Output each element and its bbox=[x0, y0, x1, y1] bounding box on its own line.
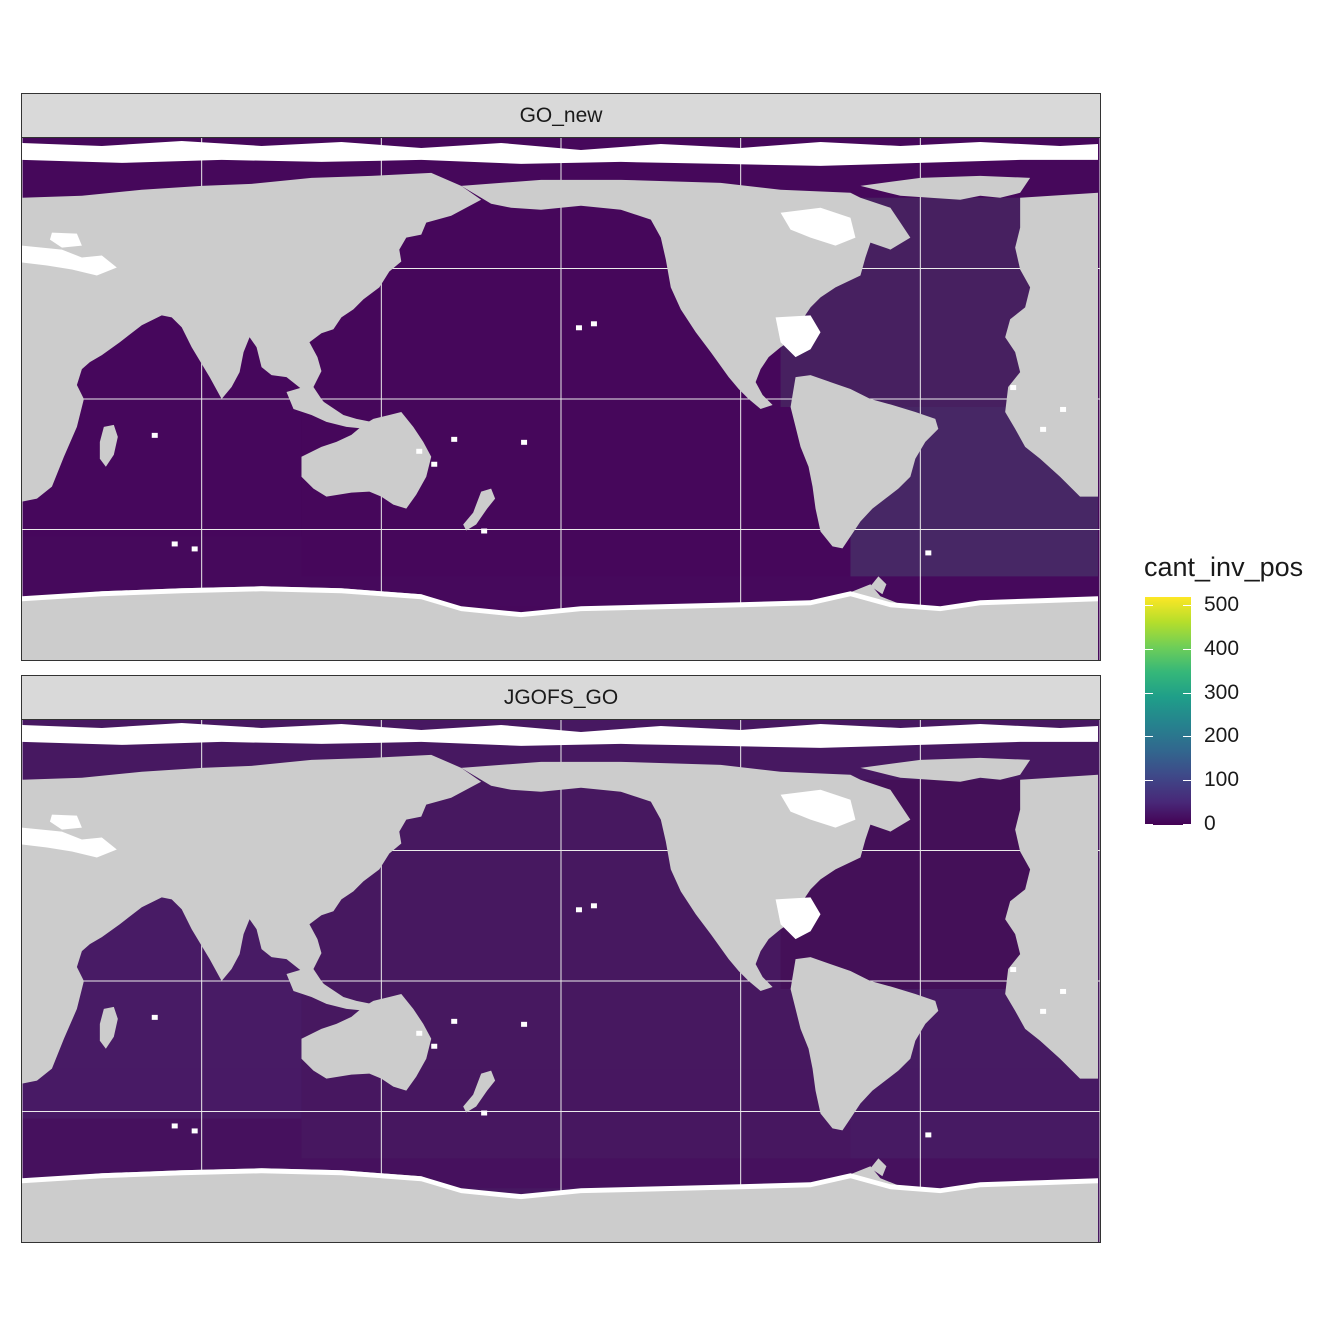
small-island bbox=[431, 1043, 438, 1049]
legend-tick-label: 400 bbox=[1204, 636, 1240, 660]
ice-arctic-1 bbox=[22, 722, 1099, 748]
ice-hudson bbox=[780, 789, 856, 828]
legend-tick-label: 100 bbox=[1204, 768, 1240, 792]
facet-strip-label: GO_new bbox=[21, 93, 1101, 138]
small-island bbox=[151, 1014, 158, 1020]
land-maritime-continent bbox=[286, 969, 372, 1011]
land-west-atlantic-side bbox=[1005, 774, 1099, 1079]
map-panel-jgofs-go bbox=[21, 719, 1101, 1243]
small-island bbox=[481, 528, 488, 534]
small-island bbox=[1040, 1008, 1047, 1014]
small-island bbox=[191, 1128, 198, 1134]
small-island bbox=[481, 1110, 488, 1116]
land-madagascar bbox=[99, 1006, 118, 1049]
map-svg-go-new bbox=[22, 138, 1100, 660]
small-island bbox=[1060, 988, 1067, 994]
colorbar bbox=[1145, 597, 1191, 825]
small-island bbox=[925, 550, 932, 556]
land-new-zealand bbox=[463, 488, 496, 531]
land-antarctic-peninsula bbox=[870, 576, 887, 595]
land-australia bbox=[301, 993, 432, 1091]
legend-tick-mark bbox=[1145, 648, 1153, 650]
small-island bbox=[575, 325, 582, 331]
small-island bbox=[1010, 385, 1017, 391]
small-island bbox=[451, 1018, 458, 1024]
land-australia bbox=[301, 411, 432, 509]
small-island bbox=[590, 321, 597, 327]
legend-tick-mark bbox=[1183, 824, 1191, 825]
ice-south-ocean-rim bbox=[22, 1168, 1099, 1200]
legend-tick-mark bbox=[1145, 692, 1153, 694]
land-south-america bbox=[790, 375, 939, 549]
legend-tick-mark bbox=[1183, 648, 1191, 650]
small-island bbox=[1010, 967, 1017, 973]
legend-tick-mark bbox=[1145, 824, 1153, 825]
small-island bbox=[1060, 406, 1067, 412]
land-greenland bbox=[860, 757, 1031, 782]
land-antarctica bbox=[22, 584, 1099, 660]
legend-tick-mark bbox=[1145, 605, 1153, 606]
ice-black-sea bbox=[49, 814, 82, 830]
ice-caribbean bbox=[775, 315, 821, 358]
legend-title: cant_inv_pos bbox=[1144, 552, 1304, 582]
ice-mediterranean bbox=[22, 245, 117, 276]
legend-tick-mark bbox=[1145, 736, 1153, 738]
land-new-zealand bbox=[463, 1070, 496, 1113]
small-island bbox=[416, 448, 423, 454]
land-north-america bbox=[461, 179, 911, 409]
ice-hudson bbox=[780, 207, 856, 246]
map-panel-go-new bbox=[21, 137, 1101, 661]
small-island bbox=[575, 907, 582, 913]
land-madagascar bbox=[99, 424, 118, 467]
legend-tick-label: 0 bbox=[1204, 812, 1216, 835]
ice-mediterranean bbox=[22, 827, 117, 858]
small-island bbox=[416, 1030, 423, 1036]
small-island bbox=[151, 432, 158, 438]
small-island bbox=[451, 436, 458, 442]
colorbar-legend: cant_inv_pos 500 400 300 200 100 0 bbox=[1144, 552, 1334, 852]
land-antarctica bbox=[22, 1166, 1099, 1242]
land-antarctic-peninsula bbox=[870, 1158, 887, 1177]
legend-tick-mark bbox=[1183, 736, 1191, 738]
land-north-eurasia bbox=[22, 172, 482, 502]
land-west-atlantic-side bbox=[1005, 192, 1099, 497]
land-north-america bbox=[461, 761, 911, 991]
legend-tick-label: 300 bbox=[1204, 680, 1240, 704]
ice-arctic-1 bbox=[22, 140, 1099, 166]
facet-strip-label: JGOFS_GO bbox=[21, 675, 1101, 720]
small-island bbox=[171, 1123, 178, 1129]
small-island bbox=[171, 541, 178, 547]
small-island bbox=[191, 546, 198, 552]
ice-black-sea bbox=[49, 232, 82, 248]
small-island bbox=[1040, 426, 1047, 432]
ice-caribbean bbox=[775, 897, 821, 940]
legend-tick-mark bbox=[1183, 692, 1191, 694]
land-south-america bbox=[790, 957, 939, 1131]
small-island bbox=[431, 461, 438, 467]
legend-tick-mark bbox=[1183, 605, 1191, 606]
ice-south-ocean-rim bbox=[22, 586, 1099, 618]
land-north-eurasia bbox=[22, 754, 482, 1084]
legend-tick-label: 200 bbox=[1204, 724, 1240, 748]
legend-tick-label: 500 bbox=[1204, 593, 1240, 616]
small-island bbox=[590, 903, 597, 909]
legend-tick-mark bbox=[1145, 780, 1153, 782]
small-island bbox=[925, 1132, 932, 1138]
small-island bbox=[521, 439, 528, 445]
legend-tick-mark bbox=[1183, 780, 1191, 782]
small-island bbox=[521, 1021, 528, 1027]
land-greenland bbox=[860, 175, 1031, 200]
land-maritime-continent bbox=[286, 387, 372, 429]
map-svg-jgofs-go bbox=[22, 720, 1100, 1242]
